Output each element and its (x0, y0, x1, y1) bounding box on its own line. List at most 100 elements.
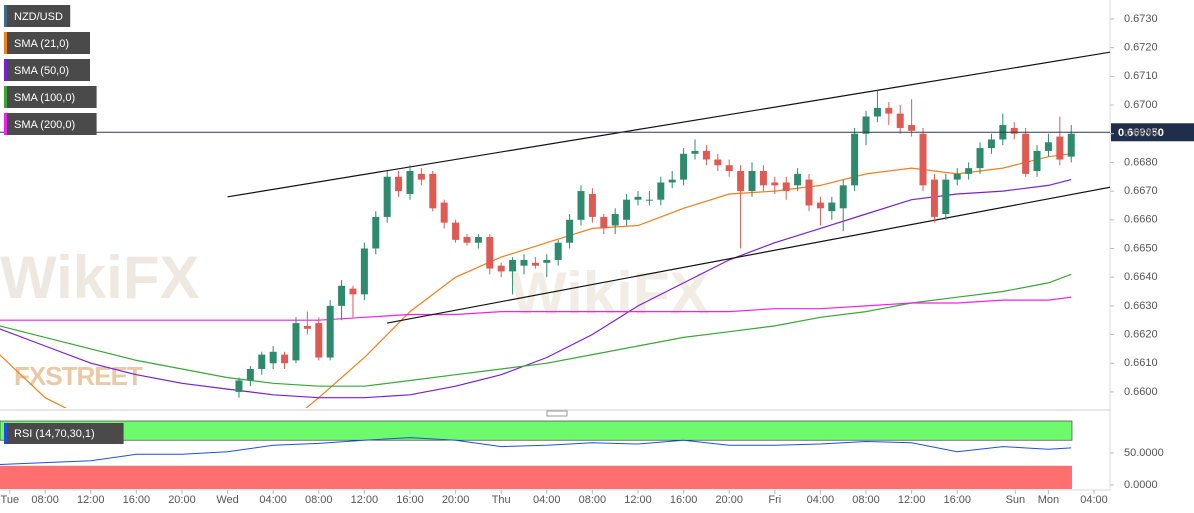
candle-body (349, 288, 357, 295)
legend-swatch (4, 423, 7, 444)
legend-box (4, 5, 71, 27)
price-panel (0, 51, 1110, 408)
x-tick-label: 12:00 (898, 494, 926, 506)
legend-swatch (4, 32, 7, 54)
candle-body (691, 150, 699, 154)
candle-body (383, 176, 391, 217)
x-tick-label: 08:00 (852, 494, 880, 506)
x-tick-label: 20:00 (715, 494, 743, 506)
x-tick-label: 12:00 (351, 494, 379, 506)
x-tick-label: Thu (492, 494, 511, 506)
legend-box (4, 113, 97, 135)
candle-body (258, 354, 266, 369)
legend-label: SMA (21,0) (14, 38, 69, 50)
x-tick-label: Mon (1038, 494, 1059, 506)
watermark: WikiFX (0, 244, 199, 311)
y-tick-label: 0.6670 (1124, 185, 1158, 197)
candle-body (702, 150, 710, 160)
candle-body (862, 116, 870, 134)
candle-body (577, 191, 585, 220)
candle-body (292, 323, 300, 361)
candle-body (645, 199, 653, 201)
candle-body (440, 202, 448, 223)
candle-body (748, 171, 756, 192)
candle-body (1022, 133, 1030, 174)
candle-body (839, 185, 847, 209)
watermarks: WikiFX WikiFX FXSTREET (0, 244, 709, 391)
candle-body (315, 323, 323, 358)
legend-box (4, 423, 124, 444)
candle-body (885, 107, 893, 114)
legend-label: SMA (100,0) (14, 92, 75, 104)
oversold-band (0, 465, 1072, 489)
indicator-line (0, 296, 1072, 321)
candle-body (543, 259, 551, 263)
candle-body (588, 193, 596, 217)
legend-swatch (4, 59, 7, 81)
x-tick-label: 08:00 (31, 494, 59, 506)
candle-body (953, 173, 961, 180)
candle-body (896, 113, 904, 128)
legend-swatch (4, 5, 7, 27)
candle-body (725, 165, 733, 172)
candle-body (782, 182, 790, 192)
x-tick-label: 04:00 (259, 494, 287, 506)
candle-body (531, 262, 539, 266)
x-tick-label: 16:00 (396, 494, 424, 506)
x-tick-label: 20:00 (168, 494, 196, 506)
candle-body (486, 236, 494, 269)
candle-body (1044, 142, 1052, 151)
candle-body (417, 173, 425, 180)
x-tick-label: 08:00 (579, 494, 607, 506)
trendline (227, 51, 1110, 198)
candle-body (908, 125, 916, 131)
legend-label: SMA (200,0) (14, 119, 75, 131)
candle-body (816, 202, 824, 209)
candle-body (1067, 133, 1075, 157)
y-tick-label: 0.6610 (1124, 357, 1158, 369)
x-tick-label: 04:00 (533, 494, 561, 506)
trendline (387, 186, 1110, 324)
candle-body (930, 179, 938, 217)
rsi-panel (0, 420, 1073, 489)
x-tick-label: Sun (1006, 494, 1026, 506)
legend-box (4, 32, 90, 54)
candle-body (611, 214, 619, 226)
y-tick-label: 0.6690 (1124, 128, 1158, 140)
candle-body (851, 133, 859, 186)
y-tick-label: 0.0000 (1124, 479, 1158, 491)
candle-body (235, 380, 243, 392)
y-tick-label: 0.6700 (1124, 99, 1158, 111)
indicator-line (0, 179, 1072, 399)
legend-swatch (4, 113, 7, 135)
candle-body (794, 173, 802, 186)
indicator-line (0, 153, 1072, 408)
y-tick-label: 50.0000 (1124, 447, 1164, 459)
candle-body (1010, 127, 1018, 134)
y-tick-label: 0.6650 (1124, 242, 1158, 254)
x-tick-label: Tue (1, 494, 20, 506)
legend-box (4, 59, 90, 81)
y-tick-label: 0.6720 (1124, 42, 1158, 54)
legend-swatch (4, 86, 7, 108)
candle-body (497, 265, 505, 272)
legend-label: SMA (50,0) (14, 65, 69, 77)
candle-body (360, 248, 368, 295)
candle-body (463, 236, 471, 243)
candle-body (338, 285, 346, 306)
candle-body (452, 222, 460, 240)
candle-body (269, 351, 277, 364)
x-tick-label: 04:00 (1080, 494, 1108, 506)
candle-body (976, 148, 984, 169)
legend: NZD/USD SMA (21,0) SMA (50,0) SMA (100,0) SM… (4, 5, 124, 444)
x-tick-label: 16:00 (943, 494, 971, 506)
candle-body (372, 216, 380, 249)
x-tick-label: 08:00 (305, 494, 333, 506)
watermark: WikiFX (510, 260, 709, 327)
candle-body (326, 305, 334, 358)
resize-handle[interactable] (546, 410, 568, 417)
candle-body (474, 236, 482, 243)
candle-body (303, 325, 311, 329)
x-tick-label: Wed (216, 494, 238, 506)
